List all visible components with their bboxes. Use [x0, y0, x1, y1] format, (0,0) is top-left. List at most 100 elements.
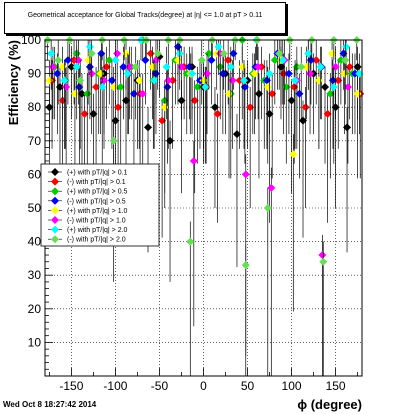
chart-title: Geometrical acceptance for Global Tracks…: [27, 12, 263, 19]
data-point: [328, 76, 337, 85]
data-point: [210, 103, 219, 112]
data-point: [267, 183, 276, 192]
data-point: [207, 56, 216, 65]
data-point: [60, 76, 69, 85]
y-tick-label: 70: [28, 134, 42, 148]
data-point: [312, 56, 321, 65]
y-tick-label: 80: [28, 100, 42, 114]
data-point: [240, 83, 249, 92]
data-point: [70, 56, 79, 65]
data-point: [141, 56, 150, 65]
x-tick-label: -100: [103, 379, 127, 393]
data-point: [329, 83, 338, 92]
data-point: [287, 96, 296, 105]
data-point: [291, 76, 300, 85]
data-point: [123, 69, 132, 78]
data-point: [254, 62, 263, 71]
data-point: [135, 76, 144, 85]
data-point: [226, 62, 235, 71]
legend-marker: [51, 225, 59, 234]
data-point: [131, 62, 140, 71]
data-point: [326, 89, 335, 98]
data-point: [80, 109, 89, 118]
data-point: [343, 83, 352, 92]
legend: (+) with pT/|q| > 0.1 (-) with pT/|q| > 0…: [40, 163, 160, 247]
data-point: [304, 49, 313, 58]
legend-marker: [51, 235, 59, 244]
y-tick-label: 20: [28, 302, 42, 316]
legend-marker: [51, 216, 59, 224]
data-point: [246, 103, 255, 112]
legend-entry: (+) with pT/|q| > 0.5: [67, 189, 128, 196]
data-point: [254, 89, 263, 98]
data-point: [232, 130, 241, 139]
data-point: [279, 69, 288, 78]
data-point: [316, 62, 325, 71]
data-point: [83, 89, 92, 98]
data-point: [219, 49, 228, 58]
legend-entry: (-) with pT/|q| > 0.1: [67, 179, 126, 186]
data-point: [262, 76, 271, 85]
data-point: [263, 204, 272, 212]
data-point: [75, 83, 84, 92]
data-points: [43, 36, 365, 376]
data-point: [105, 56, 114, 65]
y-axis-label: Efficiency (%): [6, 40, 21, 125]
data-point: [116, 83, 125, 92]
data-point: [289, 150, 298, 159]
data-point: [334, 76, 343, 85]
data-point: [235, 76, 244, 85]
legend-entry: (+) with pT/|q| > 0.1: [67, 170, 128, 177]
data-point: [188, 69, 197, 78]
data-point: [270, 56, 279, 65]
data-point: [67, 62, 76, 71]
data-point: [97, 49, 106, 58]
data-point: [218, 69, 227, 78]
legend-marker: [51, 196, 59, 205]
data-point: [72, 62, 81, 71]
data-point: [162, 62, 171, 71]
x-axis-label: ϕ (degree): [297, 397, 362, 412]
data-point: [102, 62, 111, 71]
data-point: [275, 49, 284, 58]
data-point: [114, 103, 123, 112]
data-point: [138, 89, 147, 98]
data-point: [241, 170, 250, 179]
y-tick-label: 10: [28, 335, 42, 349]
data-point: [265, 69, 274, 78]
legend-marker: [51, 187, 59, 196]
data-point: [47, 49, 56, 58]
timestamp: Wed Oct 8 18:27:42 2014: [3, 400, 97, 409]
data-point: [213, 109, 222, 118]
data-point: [290, 83, 299, 92]
y-tick-label: 100: [21, 33, 41, 47]
data-point: [163, 83, 172, 92]
data-point: [62, 83, 71, 92]
data-point: [58, 62, 67, 71]
legend-marker: [51, 177, 59, 186]
x-tick-label: 0: [200, 379, 207, 393]
data-point: [319, 257, 328, 266]
data-point: [92, 83, 101, 92]
data-point: [268, 89, 277, 98]
data-point: [144, 123, 153, 132]
data-point: [197, 56, 206, 65]
data-point: [297, 62, 306, 71]
data-point: [284, 69, 293, 78]
x-tick-label: 100: [282, 379, 302, 393]
y-tick-label: 50: [28, 201, 42, 215]
data-point: [321, 83, 330, 92]
y-tick-label: 60: [28, 167, 42, 181]
legend-box: [40, 163, 160, 247]
x-tick-label: 150: [326, 379, 346, 393]
x-tick-label: -50: [151, 379, 169, 393]
data-point: [350, 69, 359, 78]
data-point: [278, 56, 287, 65]
data-point: [111, 56, 120, 65]
y-tick-label: 90: [28, 67, 42, 81]
data-point: [87, 49, 96, 58]
data-point: [53, 69, 62, 78]
chart-title-box: Geometrical acceptance for Global Tracks…: [4, 2, 286, 34]
data-point: [201, 83, 210, 92]
